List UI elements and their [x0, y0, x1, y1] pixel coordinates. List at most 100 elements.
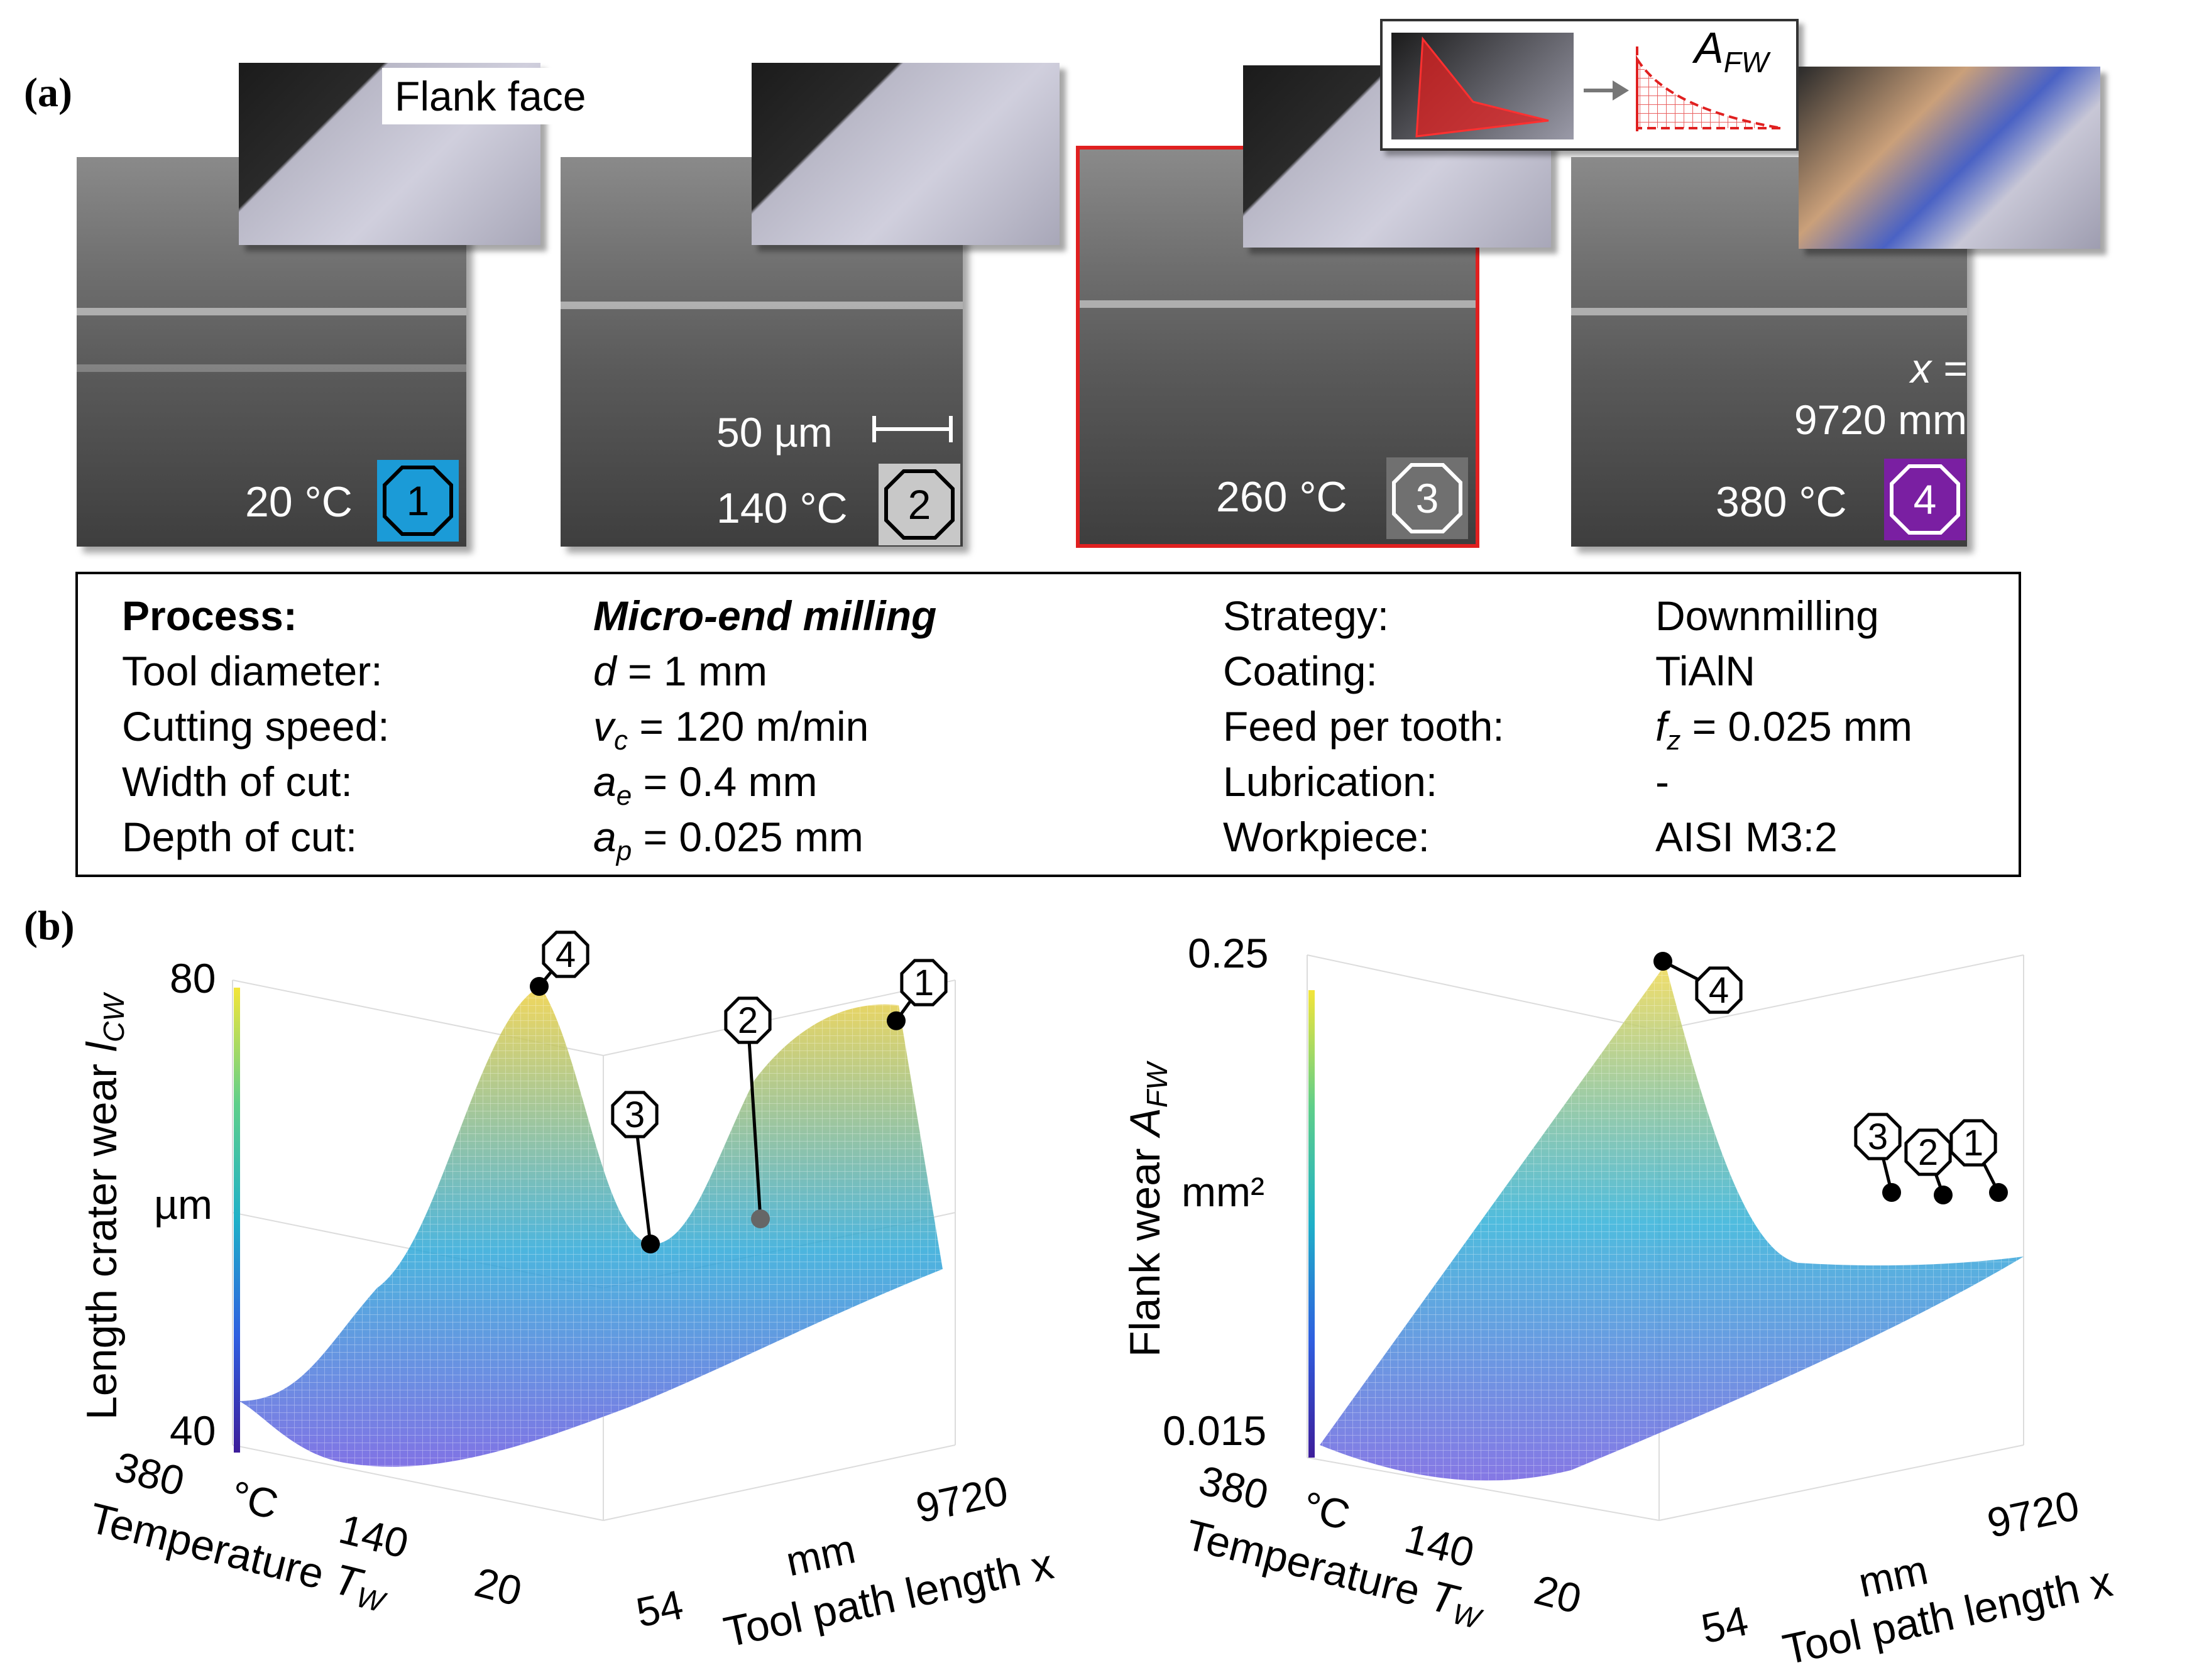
chart1-zlabel-main: Length crater wear: [78, 1052, 126, 1420]
temp-label-2: 140 °C: [716, 484, 848, 532]
chart1-badge-3: [611, 1091, 659, 1138]
param-sub-vc: c: [614, 725, 628, 756]
chart2-temp-unit: °C: [1298, 1482, 1355, 1539]
afw-illustration: AFW: [1380, 19, 1799, 151]
chart2-badge-num-1: 1: [1963, 1123, 1983, 1164]
afw-label-main: A: [1694, 23, 1724, 72]
param-value-feed: fz = 0.025 mm: [1655, 702, 1912, 756]
chart2-badge-num-4: 4: [1709, 970, 1729, 1011]
chart1-badge-num-3: 3: [625, 1094, 645, 1135]
param-value-width: ae = 0.4 mm: [593, 758, 817, 812]
chart2-point-1: [1989, 1183, 2008, 1202]
chart2-surface: [1320, 964, 2024, 1481]
chart2-badge-num-3: 3: [1868, 1116, 1888, 1157]
temp-label-4: 380 °C: [1716, 478, 1847, 526]
param-value-speed: vc = 120 m/min: [593, 702, 869, 756]
afw-hatched-area: [1636, 46, 1782, 131]
chart1-temp-tick-20: 20: [470, 1558, 526, 1615]
scale-bar: [872, 427, 953, 431]
param-rest-ap: = 0.025 mm: [632, 814, 863, 860]
afw-photo: [1391, 33, 1574, 139]
chart1-surface: [239, 986, 943, 1467]
param-var-vc: v: [593, 703, 614, 750]
chart1-badge-4: [542, 930, 589, 978]
chart1-zlabel-sub: CW: [97, 991, 130, 1042]
chart1-badge-1: [900, 959, 948, 1006]
chart2-temp-tick-20: 20: [1530, 1566, 1586, 1623]
chart2-marks: 123 4: [1653, 952, 2008, 1204]
chart2-zlabel-var: A: [1121, 1108, 1169, 1138]
flank-wear-chart: 123 4 0.25 0.015 mm² Flank wear AFW 380 1…: [1121, 930, 2117, 1674]
chart2-zlabel: Flank wear AFW: [1121, 1060, 1173, 1357]
chart2-temp-tick-380: 380: [1195, 1456, 1273, 1518]
chart1-badge-num-1: 1: [914, 963, 934, 1003]
chart1-zunit: µm: [154, 1181, 212, 1228]
chart1-path-unit: mm: [782, 1525, 859, 1585]
sample-badge-3: 3: [1386, 457, 1468, 539]
sample-badge-num-3: 3: [1416, 475, 1439, 521]
process-parameters-table: Process: Tool diameter: Cutting speed: W…: [75, 572, 2021, 877]
param-rest-fz: = 0.025 mm: [1680, 703, 1913, 750]
chart1-zlabel-var: l: [78, 1041, 126, 1052]
chart1-ztick-min: 40: [170, 1407, 216, 1454]
flank-inset-2: [752, 63, 1060, 245]
chart2-path-axis: 54 mm 9720 Tool path length x: [1697, 1481, 2117, 1674]
chart2-path-tick-54: 54: [1697, 1597, 1752, 1652]
sample-badge-num-4: 4: [1914, 476, 1937, 523]
chart2-temp-axis: 380 140 20 °C Temperature TW: [1181, 1456, 1586, 1635]
chart1-badge-num-2: 2: [738, 1000, 758, 1041]
param-rest-d: = 1 mm: [616, 648, 767, 694]
param-rest-vc: = 120 m/min: [628, 703, 869, 750]
chart1-point-1: [887, 1011, 906, 1030]
sample-badge-4: 4: [1884, 459, 1966, 540]
panel-b-label: (b): [24, 903, 75, 949]
sample-badge-num-2: 2: [908, 481, 931, 528]
tool-path-x-label-text: x =: [1910, 345, 1967, 391]
chart2-point-3: [1882, 1183, 1901, 1202]
chart2-badge-2: [1904, 1128, 1952, 1176]
crater-wear-chart: 1 2 3 4 80 40 µm Length crater wear lCW 380…: [78, 930, 1058, 1657]
panel-a-label: (a): [24, 70, 72, 116]
param-label-lubrication: Lubrication:: [1223, 758, 1438, 805]
chart2-zunit: mm²: [1181, 1169, 1264, 1215]
chart1-path-label: Tool path length x: [720, 1540, 1057, 1656]
param-value-coating: TiAlN: [1655, 648, 1755, 694]
chart1-path-axis: 54 mm 9720 Tool path length x: [632, 1467, 1058, 1657]
param-var-fz: f: [1655, 703, 1667, 750]
sample-badge-1: 1: [377, 460, 459, 542]
param-label-speed: Cutting speed:: [122, 703, 390, 750]
chart1-marks: 1 2 3 4: [530, 930, 948, 1253]
param-value-strategy: Downmilling: [1655, 592, 1879, 639]
chart2-badge-4: [1695, 966, 1743, 1014]
chart1-point-2: [751, 1209, 770, 1228]
chart1-ztick-max: 80: [170, 955, 216, 1001]
param-value-workpiece: AISI M3:2: [1655, 814, 1838, 860]
param-sub-ap: p: [616, 836, 632, 867]
sample-badge-num-1: 1: [407, 477, 430, 524]
tool-path-x-value: 9720 mm: [1794, 396, 1967, 443]
chart2-zlabel-main: Flank wear: [1121, 1137, 1169, 1357]
scale-bar-cap-right: [949, 416, 953, 442]
chart1-point-4: [530, 977, 549, 996]
chart2-zlabel-sub: FW: [1141, 1060, 1173, 1108]
chart1-temp-axis: 380 140 20 °C Temperature TW: [84, 1443, 526, 1619]
scale-bar-label: 50 µm: [716, 409, 833, 455]
afw-label: AFW: [1694, 23, 1768, 79]
chart1-badge-2: [724, 996, 772, 1044]
param-sub-fz: z: [1667, 725, 1681, 756]
param-value-diameter: d = 1 mm: [593, 647, 767, 695]
chart2-badge-num-2: 2: [1918, 1132, 1938, 1173]
tool-path-x-label: x =: [1747, 344, 1967, 392]
chart2-point-2: [1934, 1186, 1953, 1204]
param-value-process: Micro-end milling: [593, 592, 937, 639]
flank-face-label: Flank face: [382, 68, 633, 124]
param-var-d: d: [593, 648, 617, 694]
temp-label-3: 260 °C: [1216, 473, 1347, 521]
chart2-ztick-max: 0.25: [1188, 930, 1268, 976]
param-value-depth: ap = 0.025 mm: [593, 813, 863, 867]
chart1-path-tick-9720: 9720: [912, 1467, 1012, 1532]
chart1-colorbar: [234, 988, 240, 1453]
chart1-leader-2: [746, 1020, 762, 1219]
chart2-badge-3: [1854, 1113, 1902, 1160]
chart1-path-tick-54: 54: [632, 1581, 687, 1636]
